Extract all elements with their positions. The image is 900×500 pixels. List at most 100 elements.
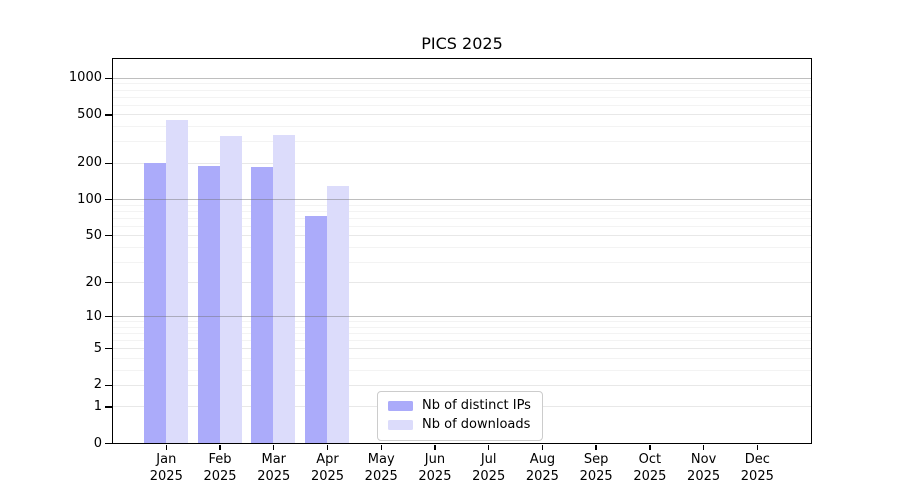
gridline-minor [112, 204, 811, 206]
x-tick-label: Sep 2025 [564, 451, 628, 485]
x-tick-label: Dec 2025 [725, 451, 789, 485]
x-tick-year: 2025 [579, 469, 613, 484]
x-tick-year: 2025 [687, 469, 721, 484]
x-tick-month: Jan [156, 452, 177, 467]
x-tick-month: Sep [583, 452, 609, 467]
x-tick-label: Jun 2025 [403, 451, 467, 485]
x-tick-month: Dec [744, 452, 770, 467]
x-tick-mark [595, 445, 597, 450]
y-tick-mark [105, 235, 112, 237]
x-tick-mark [487, 445, 490, 450]
y-tick-mark [105, 316, 112, 318]
x-tick-month: Feb [208, 452, 232, 467]
bar-downloads-mar [273, 134, 296, 443]
y-tick-mark [105, 348, 112, 350]
x-tick-label: Apr 2025 [295, 451, 359, 485]
legend-swatch-downloads [388, 420, 413, 430]
y-tick-mark [105, 406, 112, 408]
gridline-decade [112, 199, 811, 201]
x-tick-label: Mar 2025 [242, 451, 306, 485]
x-tick-label: Jul 2025 [457, 451, 521, 485]
x-tick-mark [219, 445, 221, 450]
y-tick-mark [105, 162, 112, 164]
y-tick-label: 50 [85, 227, 102, 243]
y-tick-label: 5 [93, 340, 102, 356]
y-tick-label: 20 [85, 274, 102, 290]
x-tick-label: Nov 2025 [672, 451, 736, 485]
x-tick-mark [649, 445, 651, 450]
x-tick-year: 2025 [418, 469, 452, 484]
bar-distinct-ips-feb [197, 166, 220, 443]
x-tick-month: Mar [261, 452, 287, 467]
gridline-decade [112, 77, 811, 79]
x-tick-year: 2025 [364, 469, 398, 484]
gridline-minor [112, 225, 811, 227]
x-tick-year: 2025 [740, 469, 774, 484]
x-tick-year: 2025 [149, 469, 183, 484]
x-tick-month: Jun [424, 452, 446, 467]
y-tick-mark [105, 114, 112, 116]
gridline-major [112, 235, 811, 237]
legend-item-downloads: Nb of downloads [388, 417, 531, 433]
gridline-minor [112, 357, 811, 359]
y-tick-mark [105, 198, 112, 201]
x-tick-label: Aug 2025 [510, 451, 574, 485]
x-tick-label: Jan 2025 [134, 451, 198, 485]
legend-label-downloads: Nb of downloads [422, 417, 531, 432]
y-tick-label: 10 [85, 308, 102, 324]
x-tick-month: Nov [690, 452, 717, 467]
x-tick-month: May [367, 452, 395, 467]
gridline-minor [112, 141, 811, 143]
gridline-minor [112, 261, 811, 263]
bar-distinct-ips-apr [304, 216, 327, 443]
y-tick-mark [105, 281, 112, 284]
y-tick-label: 2 [93, 377, 102, 393]
x-tick-mark [702, 445, 705, 450]
y-tick-label: 100 [77, 191, 102, 207]
y-tick-label: 0 [93, 435, 102, 451]
y-tick-label: 200 [77, 155, 102, 171]
gridline-major [112, 162, 811, 164]
gridline-minor [112, 83, 811, 85]
gridline-minor [112, 96, 811, 98]
gridline-minor [112, 340, 811, 342]
gridline-minor [112, 217, 811, 219]
y-tick-label: 500 [77, 106, 102, 122]
legend: Nb of distinct IPs Nb of downloads [377, 391, 543, 441]
x-tick-mark [326, 445, 329, 450]
x-tick-year: 2025 [472, 469, 506, 484]
bar-downloads-apr [326, 186, 349, 443]
y-tick-label: 1 [93, 398, 102, 414]
gridline-major [112, 282, 811, 284]
bar-downloads-feb [219, 136, 242, 443]
gridline-minor [112, 326, 811, 328]
x-tick-mark [380, 445, 382, 450]
gridline-minor [112, 89, 811, 91]
y-tick-mark [105, 442, 112, 445]
x-tick-label: May 2025 [349, 451, 413, 485]
x-tick-month: Apr [316, 452, 339, 467]
y-tick-mark [105, 384, 112, 387]
x-tick-label: Oct 2025 [618, 451, 682, 485]
x-tick-month: Jul [480, 452, 497, 467]
gridline-minor [112, 369, 811, 371]
x-tick-mark [434, 445, 436, 450]
gridline-minor [112, 321, 811, 323]
legend-swatch-distinct-ips [388, 401, 413, 411]
legend-item-distinct-ips: Nb of distinct IPs [388, 398, 531, 414]
gridline-major [112, 348, 811, 350]
gridline-minor [112, 333, 811, 335]
x-tick-mark [756, 445, 759, 450]
x-tick-mark [273, 445, 275, 450]
gridline-minor [112, 246, 811, 248]
chart-title: PICS 2025 [421, 34, 503, 53]
x-tick-year: 2025 [525, 469, 559, 484]
legend-label-distinct-ips: Nb of distinct IPs [422, 398, 531, 413]
gridline-minor [112, 210, 811, 212]
gridline-minor [112, 126, 811, 128]
gridline-decade [112, 316, 811, 318]
bar-distinct-ips-mar [251, 166, 274, 443]
x-tick-year: 2025 [310, 469, 345, 484]
bar-distinct-ips-jan [143, 162, 166, 443]
gridline-major [112, 114, 811, 116]
